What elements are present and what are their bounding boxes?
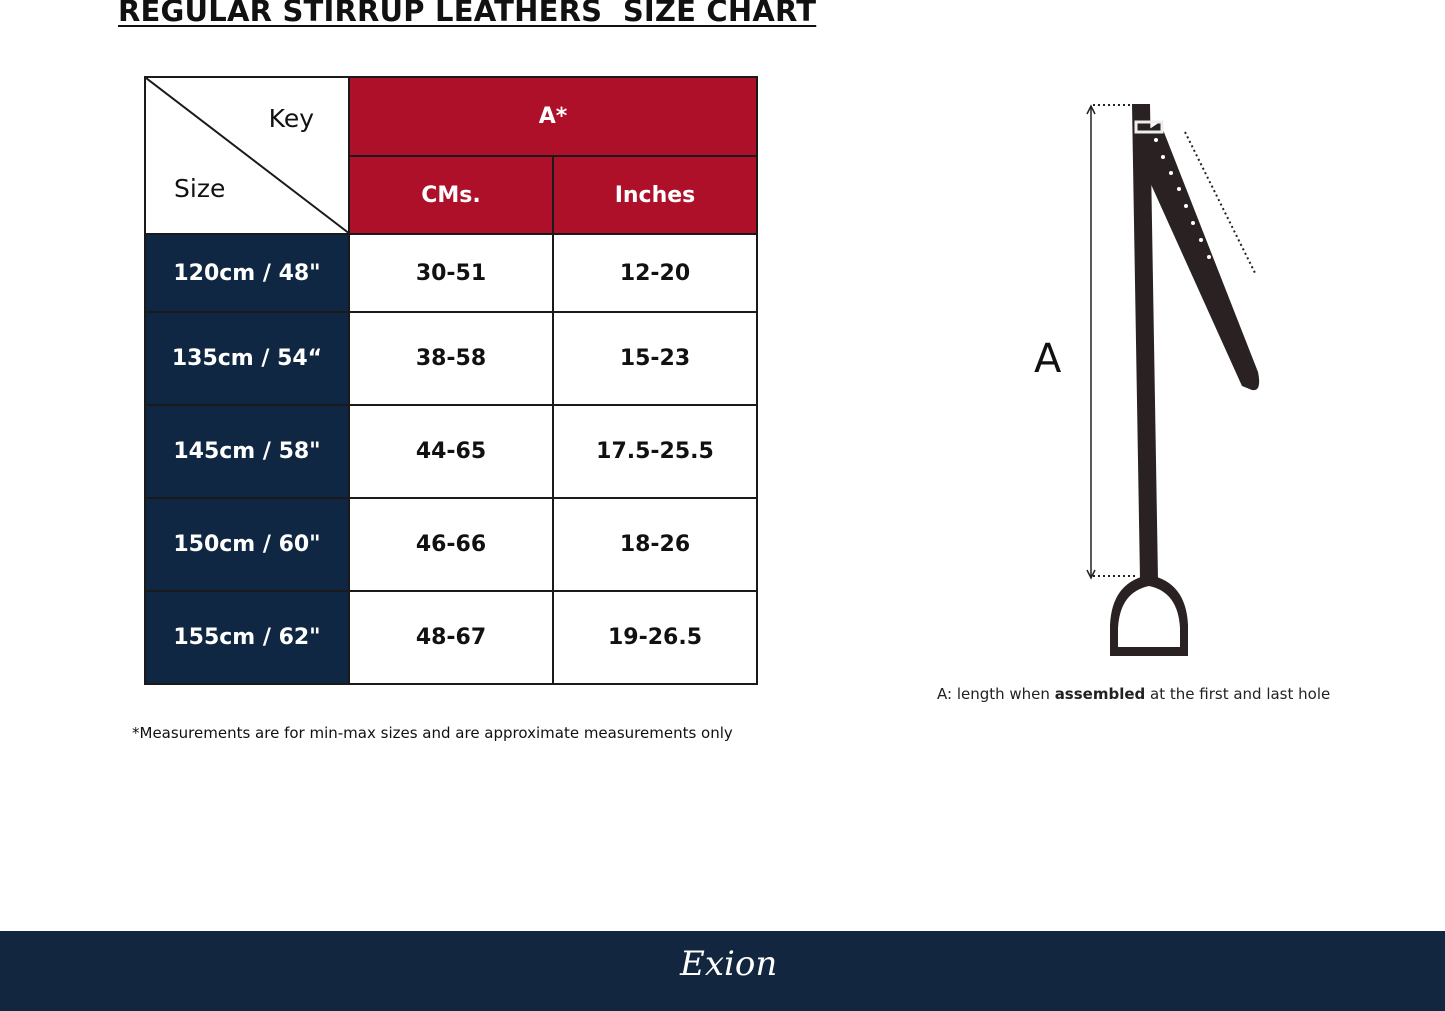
footnote: *Measurements are for min-max sizes and … (132, 724, 733, 742)
size-cell: 120cm / 48" (144, 233, 350, 313)
leather-strap (1132, 104, 1260, 580)
column-header-cms: CMs. (348, 155, 554, 235)
inches-cell: 15-23 (552, 311, 758, 406)
key-label: Key (268, 104, 314, 133)
size-cell: 150cm / 60" (144, 497, 350, 592)
size-cell: 135cm / 54“ (144, 311, 350, 406)
table-row: 120cm / 48" 30-51 12-20 (144, 233, 758, 313)
stirrup-leather-illustration (1086, 104, 1260, 656)
cms-cell: 38-58 (348, 311, 554, 406)
cms-cell: 44-65 (348, 404, 554, 499)
footer-bar (0, 931, 1445, 1011)
size-cell: 145cm / 58" (144, 404, 350, 499)
caption-text: A: length when (937, 685, 1055, 703)
inches-cell: 12-20 (552, 233, 758, 313)
group-header-a: A* (348, 76, 758, 157)
inches-cell: 17.5-25.5 (552, 404, 758, 499)
size-label: Size (174, 174, 226, 203)
stirrup-iron (1110, 575, 1188, 656)
key-size-corner-cell: Key Size (144, 76, 351, 235)
diagonal-divider (146, 78, 351, 235)
diagram-caption: A: length when assembled at the first an… (937, 685, 1330, 703)
table-row: 150cm / 60" 46-66 18-26 (144, 497, 758, 592)
table-row: 145cm / 58" 44-65 17.5-25.5 (144, 404, 758, 499)
cms-cell: 46-66 (348, 497, 554, 592)
measurement-arrow (1086, 104, 1257, 580)
brand-logo: Exion (680, 944, 778, 984)
caption-text: at the first and last hole (1145, 685, 1331, 703)
cms-cell: 30-51 (348, 233, 554, 313)
column-header-inches: Inches (552, 155, 758, 235)
size-chart-table: Key Size A* CMs. Inches 120cm / 48" 30-5… (144, 76, 758, 685)
caption-bold-text: assembled (1054, 685, 1146, 703)
dimension-label-a: A (1034, 336, 1062, 382)
cms-cell: 48-67 (348, 590, 554, 685)
table-row: 135cm / 54“ 38-58 15-23 (144, 311, 758, 406)
page-title: REGULAR STIRRUP LEATHERS SIZE CHART (118, 0, 817, 28)
inches-cell: 19-26.5 (552, 590, 758, 685)
size-cell: 155cm / 62" (144, 590, 350, 685)
inches-cell: 18-26 (552, 497, 758, 592)
table-row: 155cm / 62" 48-67 19-26.5 (144, 590, 758, 685)
